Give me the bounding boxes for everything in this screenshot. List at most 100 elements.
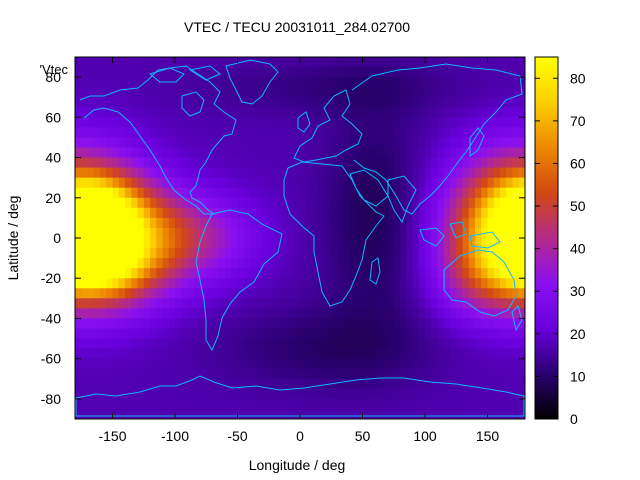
heatmap-cell xyxy=(231,238,239,249)
heatmap-cell xyxy=(125,278,132,289)
heatmap-cell xyxy=(75,338,82,350)
heatmap-cell xyxy=(112,57,120,68)
heatmap-cell xyxy=(481,318,489,330)
heatmap-cell xyxy=(187,288,195,299)
heatmap-cell xyxy=(281,268,289,279)
heatmap-cell xyxy=(468,157,476,169)
heatmap-cell xyxy=(493,147,501,159)
heatmap-cell xyxy=(118,408,126,419)
heatmap-cell xyxy=(306,127,314,139)
heatmap-cell xyxy=(312,97,320,108)
heatmap-cell xyxy=(162,378,170,390)
heatmap-cell xyxy=(431,328,439,340)
heatmap-cell xyxy=(256,167,264,179)
heatmap-cell xyxy=(275,107,282,118)
heatmap-cell xyxy=(431,197,439,209)
heatmap-cell xyxy=(306,358,314,370)
heatmap-cell xyxy=(400,227,407,239)
heatmap-cell xyxy=(281,207,289,219)
heatmap-cell xyxy=(175,368,182,380)
heatmap-cell xyxy=(100,358,107,370)
heatmap-cell xyxy=(300,388,307,400)
heatmap-cell xyxy=(187,378,195,390)
heatmap-cell xyxy=(81,127,89,139)
heatmap-cell xyxy=(162,67,170,78)
heatmap-cell xyxy=(125,147,132,159)
heatmap-cell xyxy=(456,207,464,219)
heatmap-cell xyxy=(162,308,170,320)
heatmap-cell xyxy=(512,57,520,68)
heatmap-cell xyxy=(431,167,439,179)
heatmap-cell xyxy=(231,348,239,360)
heatmap-cell xyxy=(443,258,451,269)
heatmap-cell xyxy=(387,368,395,380)
heatmap-cell xyxy=(256,348,264,360)
heatmap-cell xyxy=(368,318,376,330)
heatmap-cell xyxy=(137,137,145,149)
heatmap-cell xyxy=(418,268,426,279)
heatmap-cell xyxy=(406,107,414,118)
heatmap-cell xyxy=(468,268,476,279)
heatmap-cell xyxy=(450,298,457,309)
heatmap-cell xyxy=(87,147,95,159)
heatmap-cell xyxy=(368,137,376,149)
heatmap-cell xyxy=(350,227,357,239)
heatmap-cell xyxy=(243,197,251,209)
heatmap-cell xyxy=(168,217,176,229)
heatmap-cell xyxy=(100,288,107,299)
heatmap-cell xyxy=(368,167,376,179)
heatmap-cell xyxy=(462,388,470,400)
heatmap-cell xyxy=(243,318,251,330)
heatmap-cell xyxy=(412,197,420,209)
heatmap-cell xyxy=(231,207,239,219)
heatmap-cell xyxy=(500,167,507,179)
heatmap-cell xyxy=(300,278,307,289)
heatmap-cell xyxy=(362,308,370,320)
heatmap-cell xyxy=(350,268,357,279)
heatmap-cell xyxy=(312,217,320,229)
heatmap-cell xyxy=(443,197,451,209)
heatmap-cell xyxy=(231,258,239,269)
heatmap-cell xyxy=(325,137,332,149)
heatmap-cell xyxy=(237,338,245,350)
heatmap-cell xyxy=(125,298,132,309)
heatmap-cell xyxy=(318,227,326,239)
heatmap-cell xyxy=(218,328,226,340)
heatmap-cell xyxy=(100,127,107,139)
heatmap-cell xyxy=(156,328,164,340)
heatmap-cell xyxy=(475,77,482,88)
heatmap-cell xyxy=(250,388,257,400)
heatmap-cell xyxy=(212,258,220,269)
heatmap-cell xyxy=(162,227,170,239)
heatmap-cell xyxy=(506,338,514,350)
heatmap-cell xyxy=(506,107,514,118)
heatmap-cell xyxy=(231,308,239,320)
heatmap-cell xyxy=(500,77,507,88)
heatmap-cell xyxy=(362,298,370,309)
heatmap-cell xyxy=(493,197,501,209)
heatmap-cell xyxy=(462,197,470,209)
heatmap-cell xyxy=(343,388,351,400)
heatmap-cell xyxy=(87,318,95,330)
heatmap-cell xyxy=(368,368,376,380)
heatmap-cell xyxy=(331,408,339,419)
heatmap-cell xyxy=(318,368,326,380)
heatmap-cell xyxy=(143,298,151,309)
heatmap-cell xyxy=(237,238,245,249)
heatmap-cell xyxy=(225,207,232,219)
heatmap-cell xyxy=(106,207,114,219)
heatmap-cell xyxy=(350,238,357,249)
heatmap-cell xyxy=(87,87,95,98)
heatmap-cell xyxy=(306,388,314,400)
heatmap-cell xyxy=(287,87,295,98)
heatmap-cell xyxy=(287,398,295,410)
heatmap-cell xyxy=(293,147,301,159)
heatmap-cell xyxy=(425,378,432,390)
heatmap-cell xyxy=(412,167,420,179)
heatmap-cell xyxy=(450,57,457,68)
heatmap-cell xyxy=(156,97,164,108)
heatmap-cell xyxy=(437,268,445,279)
heatmap-cell xyxy=(406,157,414,169)
heatmap-cell xyxy=(368,388,376,400)
heatmap-cell xyxy=(137,177,145,189)
